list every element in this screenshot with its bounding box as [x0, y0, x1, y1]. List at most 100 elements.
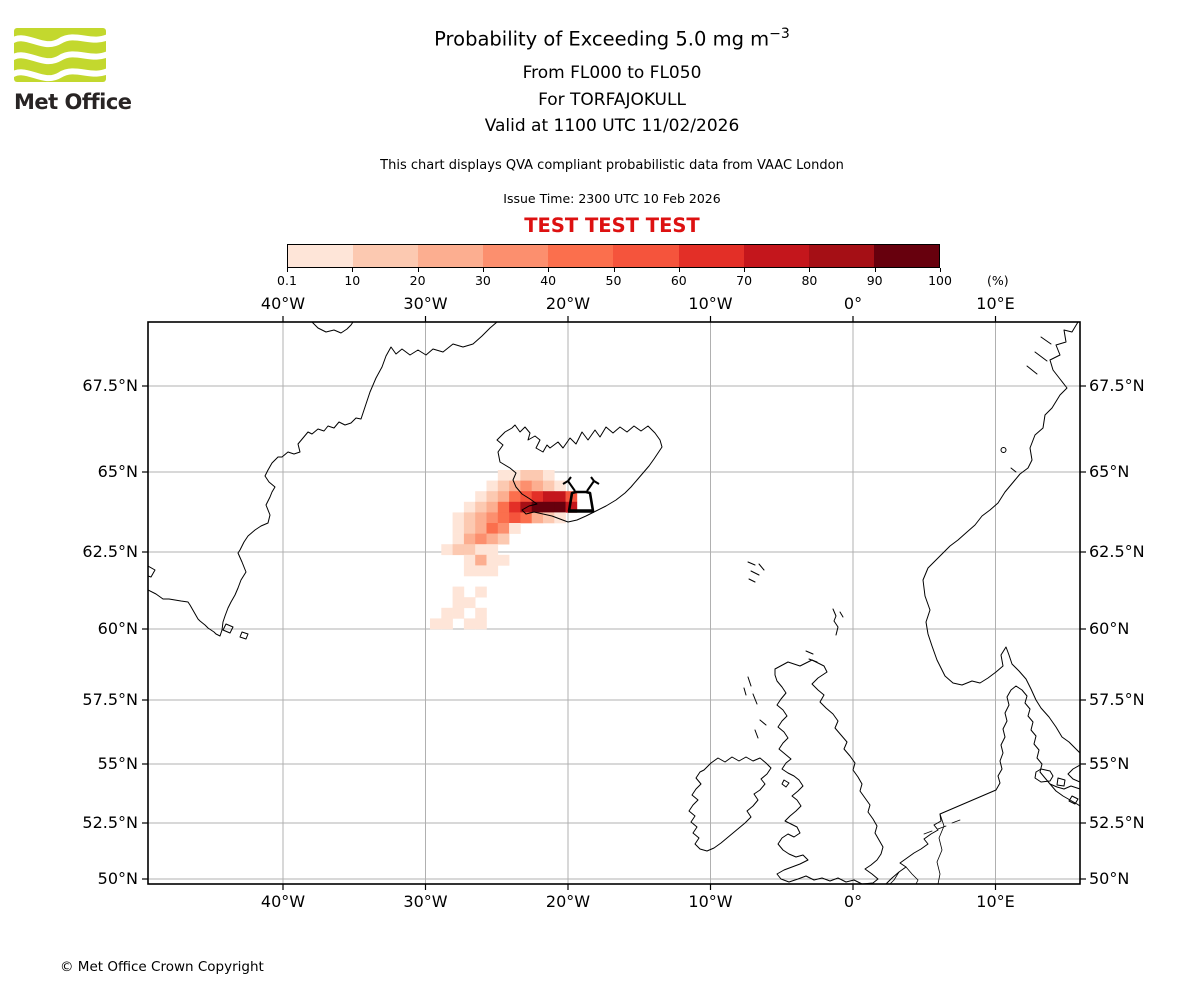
probability-cell: [475, 491, 487, 503]
lat-tick-label: 52.5°N: [82, 813, 138, 832]
colorbar-unit-label: (%): [987, 273, 1009, 288]
lat-tick-label: 65°N: [97, 462, 138, 481]
probability-cell: [554, 501, 566, 513]
probability-cell: [463, 501, 476, 513]
probability-cell: [452, 512, 465, 524]
probability-cell: [475, 565, 487, 577]
probability-cell: [475, 586, 487, 598]
map-axis-ticks: [142, 316, 1086, 890]
colorbar-segment: [613, 245, 679, 267]
lat-tick-label: 50°N: [1089, 869, 1130, 888]
lat-tick-label: 65°N: [1089, 462, 1130, 481]
probability-cell: [452, 597, 465, 609]
colorbar-segment: [678, 245, 744, 267]
lon-tick-label: 10°W: [688, 294, 733, 313]
colorbar-tick-label: 20: [409, 273, 426, 288]
probability-cell: [497, 512, 510, 524]
probability-cell: [452, 533, 465, 545]
probability-cell: [486, 523, 499, 534]
coast-lofoten-islands: [1000, 336, 1052, 473]
probability-cell: [509, 523, 521, 534]
lat-tick-label: 55°N: [97, 754, 138, 773]
lat-tick-label: 57.5°N: [82, 690, 138, 709]
subtitle-volcano: For TORFAJOKULL: [538, 90, 686, 110]
colorbar-tick: [678, 268, 680, 272]
probability-cell: [486, 554, 499, 566]
lon-tick-label: 20°W: [545, 294, 591, 313]
probability-cell: [497, 491, 510, 503]
probability-cell: [475, 607, 487, 619]
map-frame: [147, 321, 1081, 885]
probability-cell: [441, 607, 453, 619]
page-title: Probability of Exceeding 5.0 mg m−3: [24, 26, 1200, 51]
probability-cell: [554, 480, 566, 492]
border-netherlands-germany: [936, 813, 945, 884]
colorbar: 0.1 10 20 30 40 50 60 70 80 90 100 (%): [277, 244, 1009, 294]
coast-greenland-fragment: [311, 322, 354, 334]
colorbar-tick: [417, 268, 419, 272]
colorbar-tick-label: 80: [801, 273, 818, 288]
colorbar-tick: [482, 268, 484, 272]
probability-cell: [463, 597, 476, 609]
colorbar-tick: [874, 268, 876, 272]
issue-time: Issue Time: 2300 UTC 10 Feb 2026: [503, 191, 721, 206]
copyright-notice: © Met Office Crown Copyright: [60, 959, 264, 975]
probability-cell: [497, 554, 510, 566]
colorbar-tick: [940, 268, 941, 272]
probability-cell: [497, 470, 510, 481]
probability-cell: [543, 491, 555, 503]
colorbar-segment: [743, 245, 809, 267]
colorbar-segment: [418, 245, 484, 267]
probability-cell: [531, 491, 544, 503]
coast-isle-of-man: [781, 779, 790, 788]
qva-note: This chart displays QVA compliant probab…: [380, 158, 844, 173]
probability-cell: [543, 470, 555, 481]
probability-cell: [486, 533, 499, 545]
lat-tick-label: 60°N: [1089, 619, 1130, 638]
colorbar-segment: [353, 245, 419, 267]
probability-cell: [554, 512, 566, 524]
colorbar-tick-label: 30: [474, 273, 491, 288]
lon-tick-label: 10°E: [976, 892, 1015, 911]
colorbar-segment: [288, 245, 354, 267]
coast-sweden: [1067, 764, 1080, 783]
lat-tick-label: 50°N: [97, 869, 138, 888]
colorbar-segment: [483, 245, 549, 267]
lon-tick-label: 40°W: [260, 892, 306, 911]
probability-cell: [463, 554, 476, 566]
colorbar-tick-label: 0.1: [277, 273, 297, 288]
lat-tick-label: 67.5°N: [1089, 376, 1145, 395]
volcano-marker: [562, 476, 600, 513]
ash-probability-plume: [430, 470, 578, 630]
probability-cell: [486, 565, 499, 577]
coast-hebrides: [743, 676, 767, 739]
lat-tick-label: 62.5°N: [1089, 542, 1145, 561]
probability-cell: [531, 480, 544, 492]
probability-cell: [475, 512, 487, 524]
lon-tick-label: 10°W: [688, 892, 733, 911]
colorbar-tick-label: 70: [736, 273, 753, 288]
lon-tick-label: 0°: [843, 892, 863, 911]
coast-greenland-islets: [148, 565, 249, 640]
met-office-logo-waves: [14, 28, 106, 82]
probability-cell: [475, 618, 487, 630]
colorbar-tick: [809, 268, 811, 272]
probability-cell: [509, 512, 521, 524]
probability-cell: [475, 533, 487, 545]
met-office-logo: Met Office: [14, 26, 134, 114]
probability-cell: [463, 523, 476, 534]
probability-cell: [497, 533, 510, 545]
title-exponent: −3: [769, 26, 790, 42]
lon-tick-label: 10°E: [976, 294, 1015, 313]
colorbar-segment: [548, 245, 614, 267]
colorbar-swatches: [287, 244, 940, 268]
subtitle-valid-time: Valid at 1100 UTC 11/02/2026: [484, 116, 740, 136]
probability-cell: [452, 544, 465, 556]
lat-tick-label: 57.5°N: [1089, 690, 1145, 709]
probability-cell: [520, 480, 532, 492]
coastlines: [148, 322, 1080, 884]
colorbar-tick: [352, 268, 354, 272]
probability-cell: [486, 544, 499, 556]
probability-cell: [452, 607, 465, 619]
colorbar-tick-label: 60: [670, 273, 687, 288]
